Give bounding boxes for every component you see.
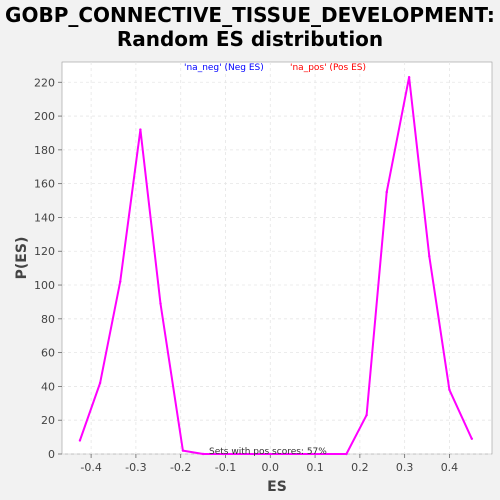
y-tick-label: 160 bbox=[34, 178, 55, 191]
y-axis-ticks: 0 20 40 60 80 100 120 140 160 180 200 220 bbox=[34, 76, 62, 461]
data-point bbox=[201, 452, 205, 456]
pos-scores-annotation: Sets with pos scores: 57% bbox=[209, 447, 327, 457]
y-tick-label: 20 bbox=[41, 414, 55, 427]
y-tick-label: 80 bbox=[41, 313, 55, 326]
x-axis-title: ES bbox=[267, 479, 287, 495]
series-layer bbox=[78, 76, 474, 456]
data-point bbox=[470, 437, 474, 440]
y-tick-label: 180 bbox=[34, 144, 55, 157]
legend-pos: 'na_pos' (Pos ES) bbox=[290, 63, 366, 73]
x-tick-label: 0.4 bbox=[441, 461, 459, 474]
data-point bbox=[98, 381, 102, 385]
chart-title-line1: GOBP_CONNECTIVE_TISSUE_DEVELOPMENT: bbox=[5, 3, 495, 27]
plot-area bbox=[61, 61, 493, 455]
data-point bbox=[159, 302, 162, 305]
data-point bbox=[365, 413, 368, 417]
y-axis-title: P(ES) bbox=[14, 237, 30, 280]
data-point bbox=[139, 128, 142, 131]
chart-title-line2: Random ES distribution bbox=[116, 27, 384, 51]
data-point bbox=[222, 452, 225, 456]
data-point bbox=[385, 190, 388, 194]
y-tick-label: 120 bbox=[34, 245, 55, 258]
y-tick-label: 100 bbox=[34, 279, 55, 292]
y-tick-label: 60 bbox=[41, 347, 55, 360]
x-tick-label: 0.0 bbox=[262, 461, 280, 474]
y-tick-label: 140 bbox=[34, 211, 55, 224]
y-tick-label: 200 bbox=[34, 110, 55, 123]
data-point bbox=[448, 388, 451, 391]
y-tick-label: 220 bbox=[34, 76, 55, 89]
x-tick-label: -0.4 bbox=[80, 461, 101, 474]
data-point bbox=[78, 439, 82, 442]
data-point bbox=[181, 449, 185, 452]
x-tick-label: -0.1 bbox=[215, 461, 236, 474]
y-tick-label: 0 bbox=[48, 448, 55, 461]
y-tick-label: 40 bbox=[41, 380, 55, 393]
data-point bbox=[407, 76, 411, 79]
x-tick-label: 0.2 bbox=[351, 461, 369, 474]
data-point bbox=[428, 255, 431, 258]
x-tick-label: -0.3 bbox=[125, 461, 146, 474]
legend-neg: 'na_neg' (Neg ES) bbox=[184, 63, 264, 73]
x-tick-label: -0.2 bbox=[170, 461, 191, 474]
x-axis-ticks: -0.4 -0.3 -0.2 -0.1 0.0 0.1 0.2 0.3 0.4 bbox=[80, 454, 458, 474]
data-point bbox=[345, 452, 348, 456]
x-tick-label: 0.3 bbox=[396, 461, 414, 474]
x-tick-label: 0.1 bbox=[306, 461, 324, 474]
data-point bbox=[119, 280, 122, 283]
